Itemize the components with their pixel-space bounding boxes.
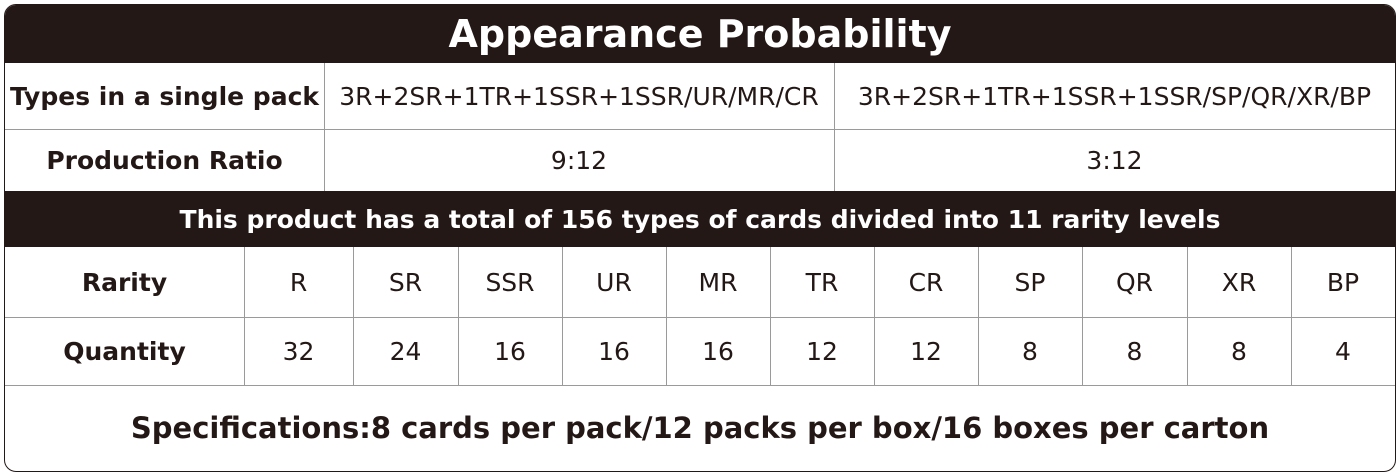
cell-value: 12: [910, 336, 942, 366]
cell-value: UR: [596, 267, 632, 297]
cell-value: SR: [388, 267, 423, 297]
divider: [458, 247, 459, 385]
cell-value: 16: [702, 336, 734, 366]
divider: [5, 317, 1395, 318]
divider: [353, 247, 354, 385]
cell-value: 8: [1126, 336, 1143, 366]
divider: [1187, 247, 1188, 385]
divider: [1082, 247, 1083, 385]
cell-value: 3:12: [1086, 145, 1143, 175]
banner: This product has a total of 156 types of…: [5, 191, 1395, 247]
cell-value: CR: [908, 267, 944, 297]
divider: [978, 247, 979, 385]
cell-value: R: [289, 267, 308, 297]
title: Appearance Probability: [5, 5, 1395, 63]
cell-value: XR: [1221, 267, 1257, 297]
divider: [5, 385, 1395, 386]
row-header: Quantity: [63, 336, 186, 366]
divider: [770, 247, 771, 385]
cell-value: SSR: [485, 267, 535, 297]
cell-value: 32: [282, 336, 315, 366]
cell-value: TR: [805, 267, 839, 297]
row-header: Types in a single pack: [9, 81, 320, 111]
cell-value: QR: [1115, 267, 1154, 297]
cell-value: BP: [1326, 267, 1360, 297]
cell-value: 3R+2SR+1TR+1SSR+1SSR/SP/QR/XR/BP: [857, 81, 1372, 111]
divider: [666, 247, 667, 385]
cell-value: 8: [1231, 336, 1247, 366]
divider: [324, 63, 325, 191]
specifications: Specifications:8 cards per pack/12 packs…: [130, 411, 1270, 445]
cell-value: 8: [1022, 336, 1038, 366]
divider: [244, 247, 245, 385]
appearance-probability-card: Appearance Probability Types in a single …: [4, 4, 1396, 472]
divider: [874, 247, 875, 385]
row-header: Production Ratio: [46, 145, 283, 175]
divider: [1291, 247, 1292, 385]
cell-value: 3R+2SR+1TR+1SSR+1SSR/UR/MR/CR: [339, 81, 819, 111]
cell-value: SP: [1014, 267, 1046, 297]
cell-value: 24: [389, 336, 422, 366]
cell-value: 16: [494, 336, 526, 366]
divider: [562, 247, 563, 385]
cell-value: 4: [1335, 336, 1351, 366]
divider: [5, 129, 1395, 130]
cell-value: MR: [698, 267, 738, 297]
cell-value: 9:12: [550, 145, 608, 175]
divider: [834, 63, 835, 191]
cell-value: 16: [598, 336, 630, 366]
row-header: Rarity: [81, 267, 168, 297]
cell-value: 12: [806, 336, 838, 366]
